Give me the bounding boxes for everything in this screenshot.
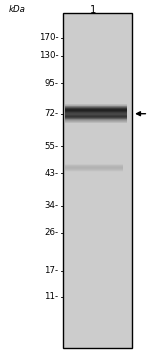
Bar	[63, 13, 132, 348]
Bar	[65, 112, 127, 113]
Text: 43-: 43-	[44, 169, 58, 178]
Bar	[65, 109, 127, 110]
Text: 17-: 17-	[44, 266, 58, 275]
Text: 72-: 72-	[44, 109, 58, 118]
Bar	[65, 122, 127, 123]
Bar	[65, 104, 127, 105]
Text: 11-: 11-	[44, 292, 58, 301]
Bar	[65, 119, 127, 120]
Text: 1: 1	[90, 5, 96, 16]
Text: 34-: 34-	[44, 201, 58, 210]
Bar	[65, 106, 127, 107]
Text: 95-: 95-	[45, 79, 58, 87]
Bar	[65, 121, 127, 122]
Bar	[65, 118, 127, 119]
Bar	[65, 120, 127, 121]
Text: 26-: 26-	[44, 229, 58, 237]
Text: 130-: 130-	[39, 52, 58, 60]
Bar	[65, 111, 127, 112]
Bar	[65, 105, 127, 106]
Bar	[65, 116, 127, 117]
Text: 55-: 55-	[44, 142, 58, 151]
Bar	[65, 115, 127, 116]
Text: kDa: kDa	[9, 5, 26, 14]
Bar	[65, 107, 127, 108]
Bar	[65, 108, 127, 109]
Bar	[65, 113, 127, 114]
Bar	[65, 114, 127, 115]
Bar	[65, 110, 127, 111]
Text: 170-: 170-	[39, 34, 58, 42]
Bar	[65, 117, 127, 118]
